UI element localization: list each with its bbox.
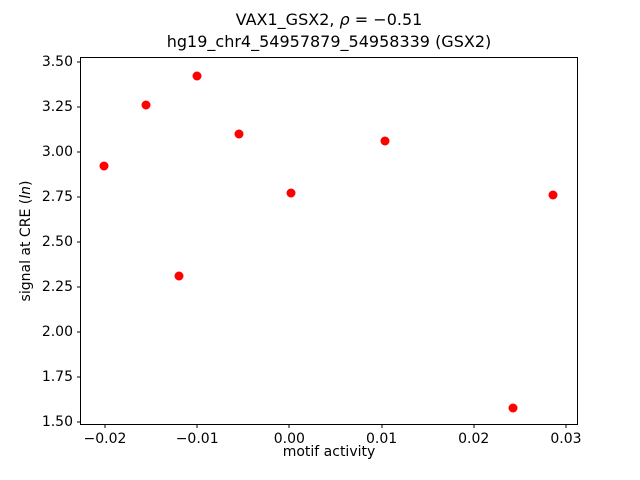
y-tick-mark xyxy=(77,376,81,378)
y-axis-label: signal at CRE (ln) xyxy=(18,181,34,302)
data-point xyxy=(548,190,558,200)
y-tick-label: 2.00 xyxy=(41,324,73,341)
y-tick-mark xyxy=(77,151,81,153)
y-tick-label: 1.75 xyxy=(41,369,73,386)
data-point xyxy=(174,271,184,281)
chart-title: VAX1_GSX2, ρ = −0.51 xyxy=(81,9,577,31)
italic-text-part: ln xyxy=(18,186,34,199)
y-tick-mark xyxy=(77,61,81,63)
y-tick-mark xyxy=(77,421,81,423)
x-tick-mark xyxy=(381,424,383,428)
x-tick-label: 0.02 xyxy=(458,431,490,447)
x-tick-mark xyxy=(473,424,475,428)
y-tick-mark xyxy=(77,286,81,288)
chart-subtitle: hg19_chr4_54957879_54958339 (GSX2) xyxy=(166,32,492,51)
x-tick-label: −0.02 xyxy=(83,431,127,447)
data-point xyxy=(99,161,109,171)
plot-area: −0.02 −0.01 0.00 0.01 0.02 0.03 1.50 1.75 2.00 2.… xyxy=(42,54,582,447)
data-point xyxy=(380,136,390,146)
x-tick-mark xyxy=(196,424,198,428)
x-tick-label: 0.03 xyxy=(550,431,582,447)
y-tick-mark xyxy=(77,106,81,108)
x-tick-label: 0.00 xyxy=(273,431,305,447)
x-tick-label: −0.01 xyxy=(175,431,219,447)
y-tick-mark xyxy=(77,196,81,198)
data-point xyxy=(141,100,151,110)
y-tick-label: 3.50 xyxy=(41,53,73,70)
x-axis-label: motif activity xyxy=(282,444,376,460)
x-tick-mark xyxy=(104,424,106,428)
y-tick-mark xyxy=(77,331,81,333)
data-point xyxy=(508,403,518,413)
text-part: ) xyxy=(18,180,34,187)
y-tick-label: 1.50 xyxy=(41,414,73,431)
data-point xyxy=(192,71,202,81)
data-point xyxy=(234,129,244,139)
text-part: signal at CRE ( xyxy=(18,198,34,302)
x-tick-mark xyxy=(288,424,290,428)
text-part: = −0.51 xyxy=(349,10,423,29)
y-tick-label: 2.50 xyxy=(41,233,73,250)
x-tick-label: 0.01 xyxy=(365,431,398,447)
y-tick-label: 3.00 xyxy=(41,143,73,160)
chart-title-block: VAX1_GSX2, ρ = −0.51 hg19_chr4_54957879_… xyxy=(81,9,577,53)
data-point xyxy=(286,188,296,198)
y-tick-label: 2.75 xyxy=(41,188,73,205)
y-tick-label: 2.25 xyxy=(41,278,73,295)
x-tick-mark xyxy=(565,424,567,428)
y-tick-mark xyxy=(77,241,81,243)
y-tick-label: 3.25 xyxy=(41,98,73,115)
text-part: VAX1_GSX2, xyxy=(235,10,340,29)
italic-text-part: ρ xyxy=(339,10,350,29)
